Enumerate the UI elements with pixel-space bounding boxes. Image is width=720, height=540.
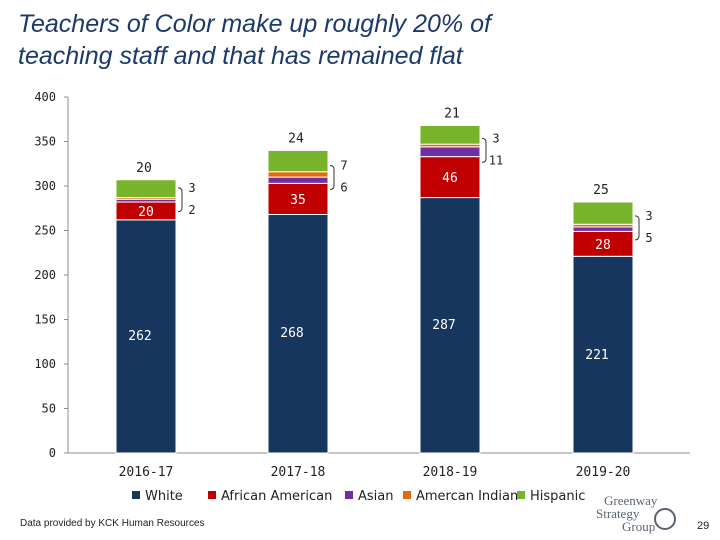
data-label-asian: 3 xyxy=(645,209,652,223)
legend-swatch-asian xyxy=(345,491,353,499)
bar-segment-hispanic xyxy=(572,201,634,225)
bar-segment-asian xyxy=(572,226,634,232)
source-note: Data provided by KCK Human Resources xyxy=(20,518,205,529)
data-label-white: 287 xyxy=(432,318,455,333)
legend-label-asian: Asian xyxy=(358,489,393,504)
data-label-african-american: 46 xyxy=(442,171,458,186)
title-line-1: Teachers of Color make up roughly 20% of xyxy=(18,10,491,38)
data-label-white: 268 xyxy=(280,326,303,341)
data-label-american-indian: 11 xyxy=(489,153,503,167)
callout-bracket xyxy=(329,165,335,191)
legend-swatch-amercan-indian xyxy=(403,491,411,499)
y-tick-label: 250 xyxy=(34,224,56,238)
legend-swatch-african-american xyxy=(208,491,216,499)
data-label-american-indian: 2 xyxy=(188,203,195,217)
y-tick-label: 400 xyxy=(34,90,56,104)
y-tick-label: 150 xyxy=(34,313,56,327)
callout-bracket xyxy=(634,215,640,241)
x-tick-label: 2018-19 xyxy=(423,465,478,480)
data-label-asian: 3 xyxy=(188,181,195,195)
bar-segment-asian xyxy=(419,146,481,158)
bar-segment-amercan-indian xyxy=(267,171,329,178)
data-label-african-american: 20 xyxy=(138,205,154,220)
legend-label-amercan-indian: Amercan Indian xyxy=(416,489,518,504)
data-label-hispanic: 25 xyxy=(593,183,609,198)
data-label-white: 221 xyxy=(585,348,608,363)
logo-line-1: Greenway xyxy=(604,493,658,508)
legend-label-african-american: African American xyxy=(221,489,332,504)
bar-segment-asian xyxy=(267,176,329,184)
bar-segment-african-american xyxy=(267,182,329,215)
page-number: 29 xyxy=(697,520,710,532)
legend-swatch-hispanic xyxy=(517,491,525,499)
logo-line-3: Group xyxy=(622,519,656,534)
data-label-white: 262 xyxy=(128,329,151,344)
data-label-african-american: 35 xyxy=(290,193,306,208)
y-tick-label: 100 xyxy=(34,357,56,371)
data-label-hispanic: 21 xyxy=(444,106,460,121)
legend-label-white: White xyxy=(145,489,183,504)
bar-segment-hispanic xyxy=(267,149,329,173)
logo-mark-icon xyxy=(654,508,676,530)
bar-segment-hispanic xyxy=(115,179,177,199)
y-tick-label: 0 xyxy=(49,446,56,460)
x-tick-label: 2017-18 xyxy=(271,465,326,480)
y-tick-label: 200 xyxy=(34,268,56,282)
y-tick-label: 300 xyxy=(34,179,56,193)
bar-segment-white xyxy=(267,213,329,454)
x-tick-label: 2019-20 xyxy=(576,465,631,480)
y-tick-label: 350 xyxy=(34,135,56,149)
callout-bracket xyxy=(177,187,183,213)
data-label-hispanic: 20 xyxy=(136,161,152,176)
logo-line-2: Strategy xyxy=(596,506,640,521)
page-title: Teachers of Color make up roughly 20% of… xyxy=(18,8,658,72)
bar-segment-white xyxy=(419,197,481,454)
y-tick-label: 50 xyxy=(42,402,56,416)
legend-label-hispanic: Hispanic xyxy=(530,489,585,504)
legend-swatch-white xyxy=(132,491,140,499)
data-label-asian: 3 xyxy=(492,131,499,145)
company-logo: Greenway Strategy Group xyxy=(582,492,688,536)
callout-bracket xyxy=(481,137,487,163)
bar-segment-white xyxy=(115,219,177,454)
data-label-asian: 7 xyxy=(340,159,347,173)
x-tick-label: 2016-17 xyxy=(119,465,174,480)
bar-segment-hispanic xyxy=(419,124,481,145)
data-label-american-indian: 6 xyxy=(340,181,347,195)
data-label-hispanic: 24 xyxy=(288,131,304,146)
bar-segment-african-american xyxy=(419,156,481,199)
data-label-african-american: 28 xyxy=(595,238,611,253)
title-line-2: teaching staff and that has remained fla… xyxy=(18,42,463,70)
bar-segment-african-american xyxy=(572,230,634,257)
data-label-american-indian: 5 xyxy=(645,231,652,245)
